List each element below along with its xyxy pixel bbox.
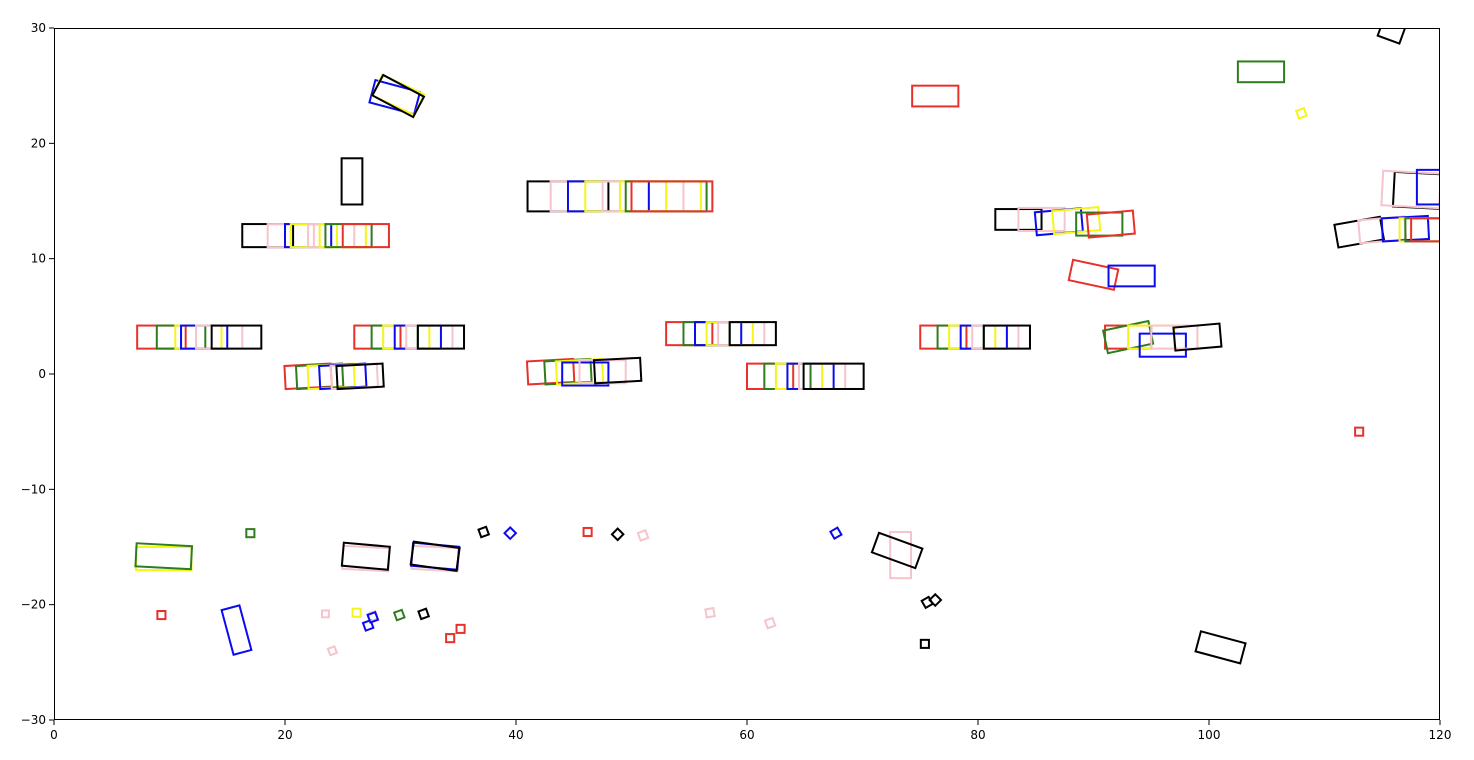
y-tick-label-2: −10: [21, 482, 46, 496]
box-mark-green-69: [1236, 60, 1286, 84]
y-tick-label-6: 30: [31, 21, 46, 35]
y-tick-label-4: 10: [31, 252, 46, 266]
box-mark-black-35: [335, 362, 385, 391]
x-tick-label-6: 120: [1429, 728, 1452, 742]
box-mark-green-89: [134, 542, 194, 571]
box-mark-black-23: [982, 324, 1031, 350]
plot-frame: [54, 28, 1440, 720]
box-mark-black-111: [477, 525, 491, 539]
box-mark-blue-77: [1107, 264, 1156, 288]
box-mark-red-68: [911, 84, 960, 108]
box-mark-red-100: [156, 610, 167, 621]
box-mark-blue-39: [561, 361, 610, 387]
box-mark-black-11: [416, 324, 466, 350]
box-mark-black-67: [371, 73, 426, 119]
x-tick-label-2: 40: [508, 728, 523, 742]
box-mark-blue-27: [1138, 332, 1187, 358]
box-mark-pink-101: [320, 609, 330, 619]
x-tick-label-0: 0: [50, 728, 58, 742]
box-mark-black-29: [1172, 322, 1223, 352]
data-marks: [134, 28, 1440, 665]
y-axis: −30 −20 −10 0 10 20 30: [21, 21, 54, 727]
box-mark-blue-86: [1415, 168, 1440, 206]
box-mark-black-5: [210, 324, 263, 350]
box-mark-black-121: [919, 638, 930, 649]
box-mark-yellow-103: [351, 607, 362, 618]
box-mark-yellow-73: [1051, 206, 1102, 236]
x-tick-label-4: 80: [970, 728, 985, 742]
box-mark-black-108: [417, 607, 431, 621]
box-mark-red-110: [455, 623, 466, 634]
x-axis: 0 20 40 60 80 100 120: [50, 720, 1451, 742]
x-tick-label-5: 100: [1198, 728, 1221, 742]
box-mark-red-109: [445, 633, 456, 644]
box-mark-green-99: [245, 528, 256, 539]
box-mark-black-64: [340, 157, 364, 206]
box-mark-black-91: [340, 541, 391, 571]
box-mark-black-47: [802, 362, 865, 390]
box-mark-red-113: [582, 526, 593, 538]
x-tick-label-1: 20: [277, 728, 292, 742]
box-mark-yellow-123: [1294, 106, 1308, 120]
x-tick-label-3: 60: [739, 728, 754, 742]
box-mark-green-107: [392, 608, 406, 622]
y-tick-label-3: 0: [38, 367, 46, 381]
y-tick-label-0: −30: [21, 713, 46, 727]
box-mark-blue-65: [368, 78, 422, 116]
box-mark-pink-71: [1017, 206, 1066, 232]
box-mark-red-76: [1067, 258, 1120, 291]
box-mark-red-63: [341, 223, 390, 249]
box-mark-red-83: [1410, 217, 1440, 243]
box-mark-red-55: [630, 180, 714, 213]
y-tick-label-5: 20: [31, 136, 46, 150]
box-mark-black-98: [1194, 630, 1247, 665]
box-mark-blue-112: [503, 526, 518, 541]
box-mark-black-17: [728, 321, 777, 347]
box-mark-black-94: [409, 540, 461, 572]
box-mark-blue-95: [220, 604, 253, 656]
box-mark-red-122: [1354, 426, 1365, 437]
box-mark-black-120: [928, 592, 943, 608]
box-mark-black-97: [870, 531, 924, 570]
box-mark-pink-96: [889, 530, 912, 580]
box-mark-pink-116: [704, 606, 716, 619]
box-mark-black-41: [592, 356, 643, 385]
box-mark-black-114: [610, 527, 625, 542]
box-mark-blue-104: [361, 618, 375, 632]
box-mark-black-87: [1376, 28, 1407, 45]
box-mark-blue-106: [366, 610, 380, 624]
box-mark-red-75: [1085, 209, 1136, 239]
y-tick-label-1: −20: [21, 598, 46, 612]
box-mark-blue-118: [829, 526, 843, 541]
box-mark-pink-117: [763, 616, 777, 630]
box-mark-pink-115: [636, 529, 650, 542]
box-mark-pink-102: [326, 645, 339, 657]
